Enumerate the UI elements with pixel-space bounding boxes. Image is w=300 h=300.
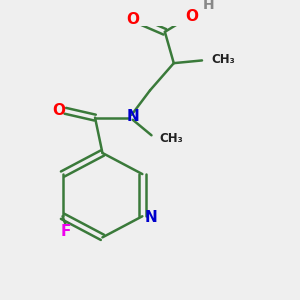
Text: O: O	[185, 9, 198, 24]
Text: H: H	[203, 0, 214, 12]
Text: F: F	[61, 224, 71, 239]
Text: O: O	[52, 103, 65, 118]
Text: CH₃: CH₃	[211, 53, 235, 66]
Text: CH₃: CH₃	[159, 131, 183, 145]
Text: N: N	[144, 210, 157, 225]
Text: N: N	[127, 109, 140, 124]
Text: O: O	[127, 12, 140, 27]
